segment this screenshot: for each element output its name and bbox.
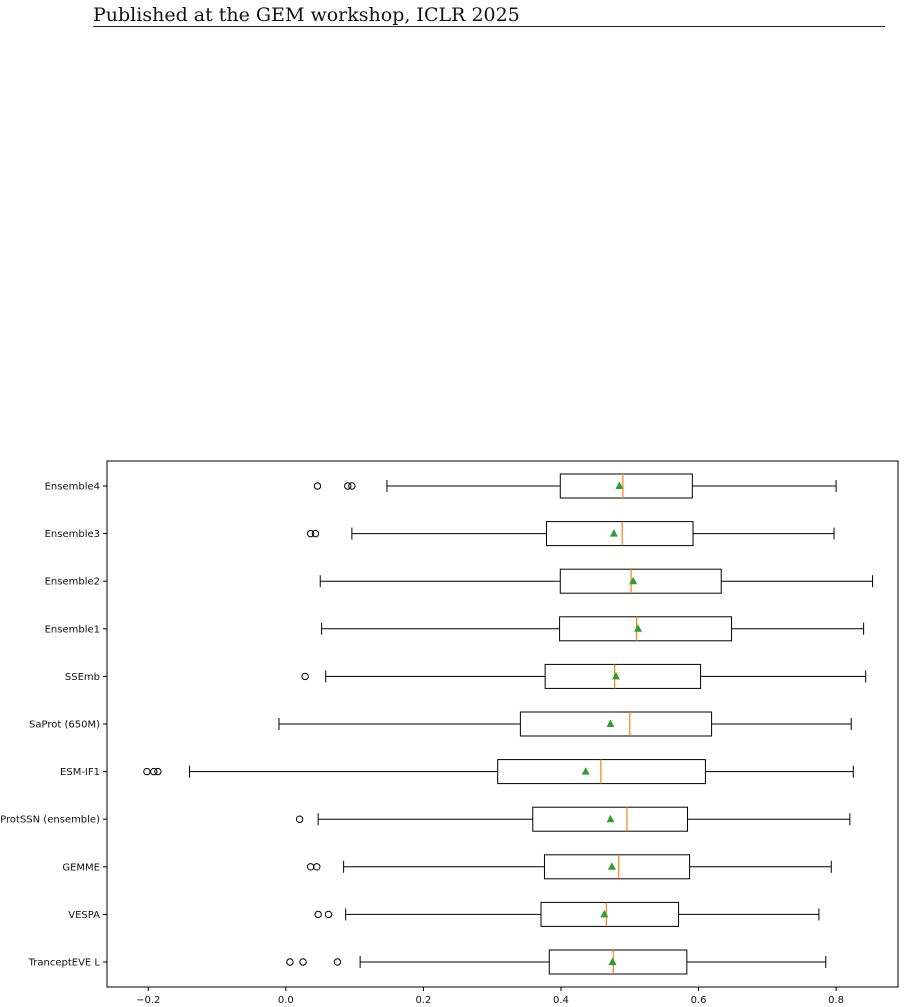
box [559,473,693,499]
outlier-point [348,482,356,490]
outlier-point [313,482,322,490]
box [548,949,688,975]
box [559,616,733,642]
outlier-point [150,767,158,776]
y-tick-label: TranceptEVE L [28,958,101,969]
y-tick-label: Ensemble4 [45,482,100,493]
y-tick-label: Ensemble1 [45,624,100,635]
x-tick-label: −0.2 [136,995,160,1006]
box [497,759,706,785]
box-group [321,616,865,642]
mean-marker [608,957,617,965]
page-header: Published at the GEM workshop, ICLR 2025 [93,4,520,26]
outlier-point [143,767,151,776]
y-tick-label: GEMME [62,862,100,873]
outlier-point [311,529,320,538]
box-group [295,806,851,832]
box-group [319,568,874,594]
outlier-point [301,672,309,681]
box-group [306,854,832,880]
mean-marker [607,862,616,870]
x-tick-label: 0.6 [691,995,707,1006]
mean-marker [606,719,615,727]
y-tick-label: Ensemble2 [45,577,100,588]
mean-marker [629,576,638,585]
box-group [286,949,827,975]
outlier-point [295,815,304,823]
outlier-point [333,958,342,966]
outlier-point [306,863,315,871]
box-group [314,901,820,927]
box [532,806,689,832]
box [559,568,722,594]
x-tick-label: 0.2 [415,995,431,1006]
box [543,854,691,880]
outlier-point [314,910,322,919]
mean-marker [609,529,618,537]
y-tick-label: VESPA [68,910,100,921]
y-tick-label: ProtSSN (ensemble) [0,815,100,826]
mean-marker [581,767,590,775]
y-tick-label: ESM-IF1 [60,767,100,778]
outlier-point [306,529,315,538]
mean-marker [634,624,643,632]
mean-marker [600,909,609,918]
box-group [313,473,837,499]
outlier-point [299,958,307,966]
box-group [301,663,867,689]
outlier-point [154,767,162,776]
box [519,711,713,737]
box-group [306,521,835,547]
x-tick-label: 0.4 [553,995,569,1006]
y-tick-label: Ensemble3 [45,529,100,540]
x-tick-label: 0.8 [828,995,844,1006]
x-tick-label: 0.0 [278,995,294,1006]
outlier-point [344,482,352,490]
y-tick-label: SSEmb [65,672,100,683]
header-rule [93,26,885,27]
mean-marker [606,814,615,823]
box [546,521,694,547]
box-group [278,711,852,737]
outlier-point [286,958,294,966]
box [540,901,680,927]
mean-marker [615,481,624,489]
box-group [143,759,854,785]
y-tick-label: SaProt (650M) [29,720,100,731]
mean-marker [611,671,620,680]
outlier-point [313,863,321,871]
box [544,663,702,689]
outlier-point [324,910,333,919]
